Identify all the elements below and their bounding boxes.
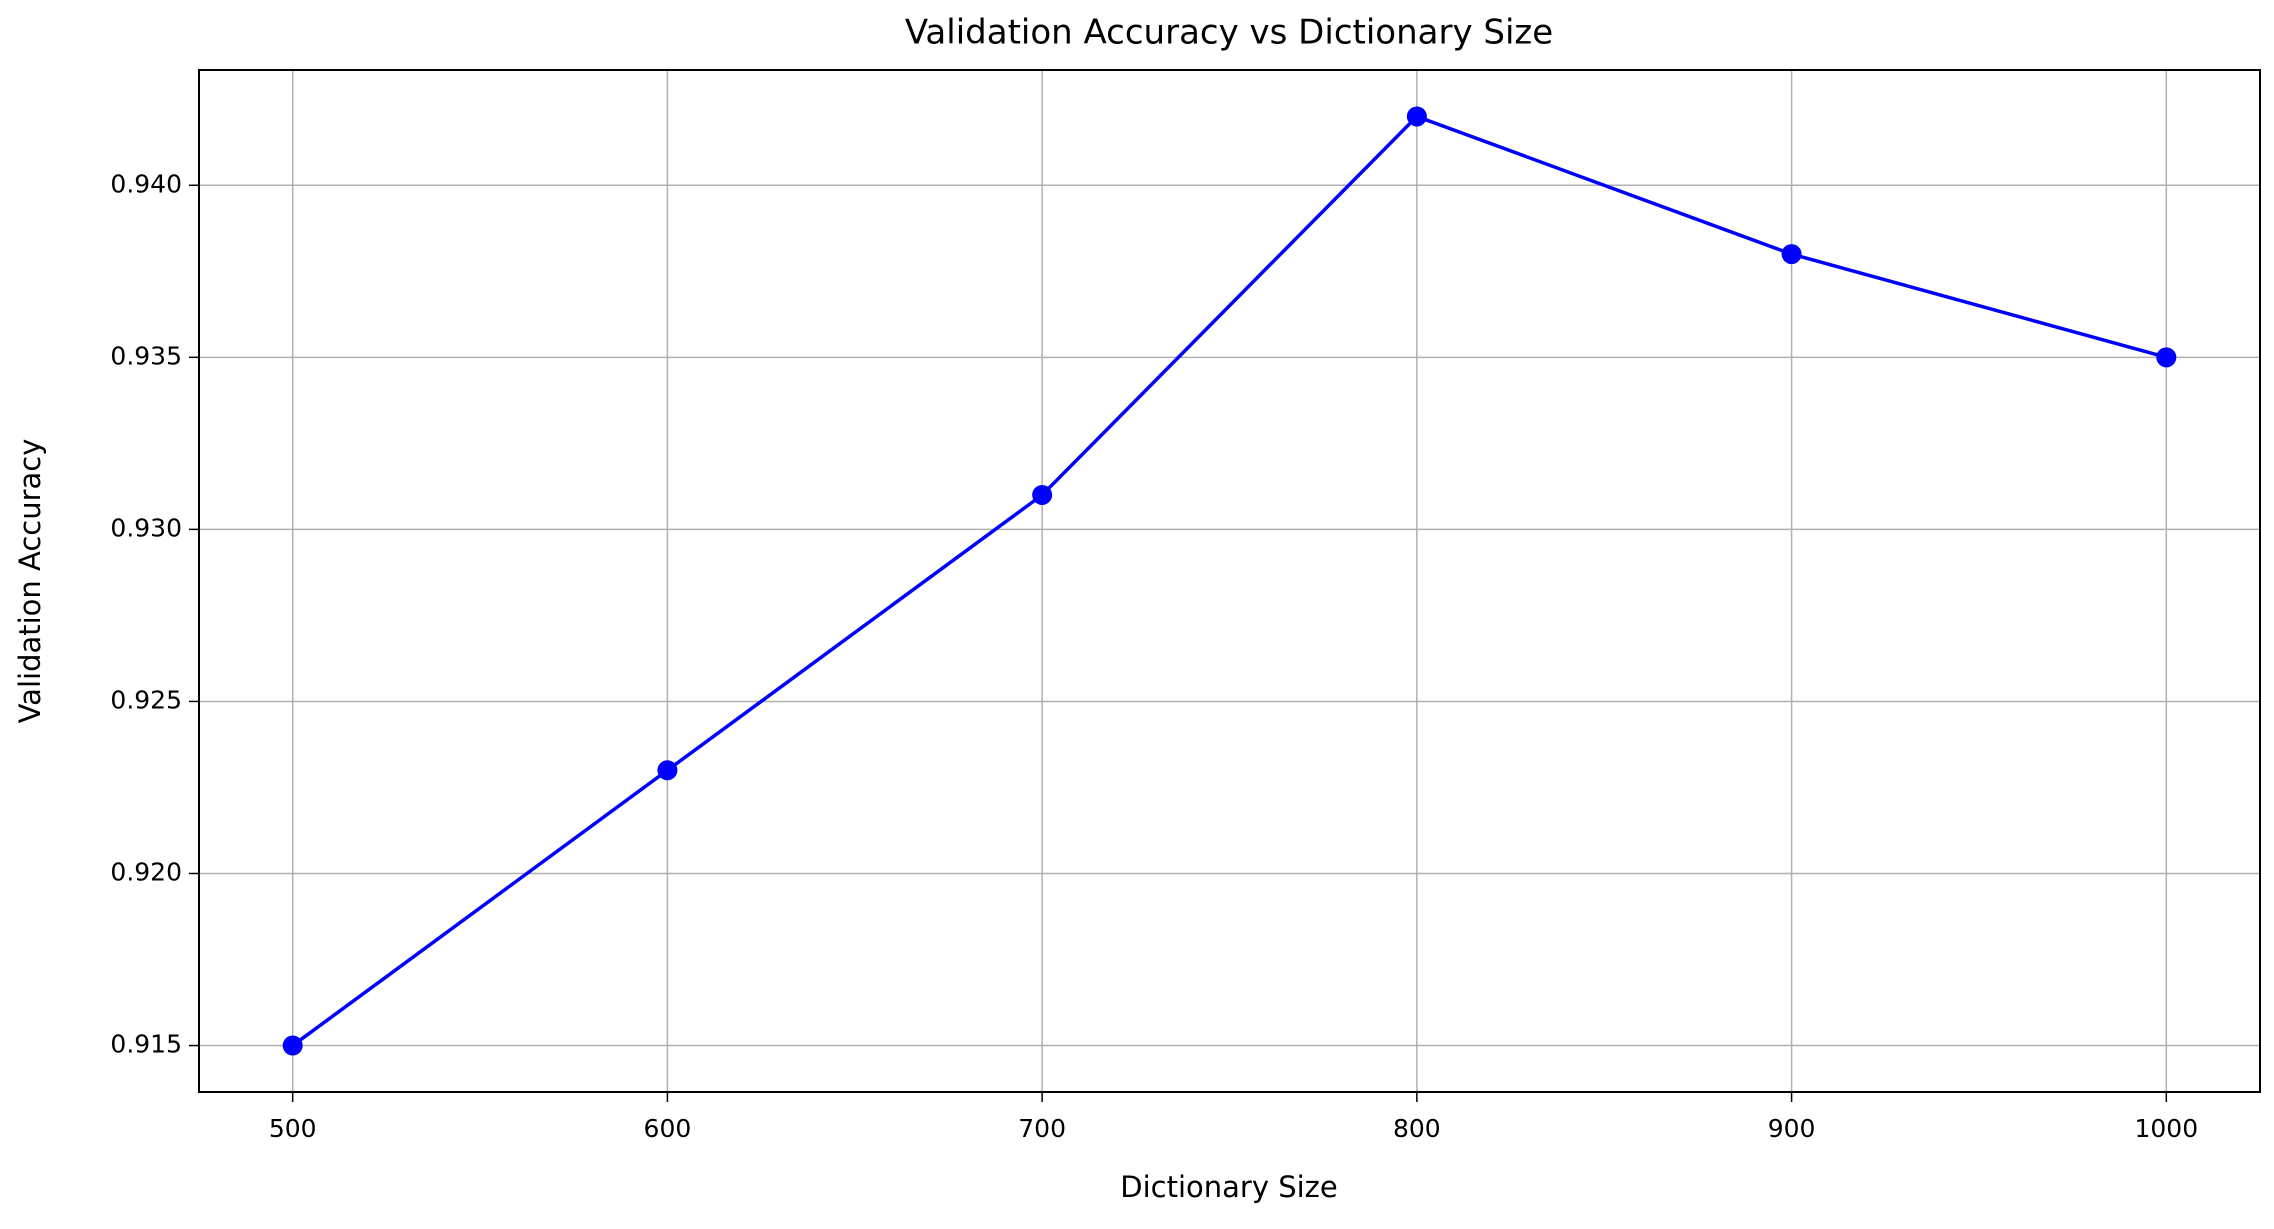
y-tick-label: 0.915 [110, 1030, 182, 1059]
data-point [657, 760, 678, 781]
data-line [291, 114, 2167, 1047]
y-tick-label: 0.925 [110, 685, 182, 714]
data-point [1406, 106, 1427, 127]
x-tick-label: 800 [1393, 1114, 1441, 1143]
x-tick-label: 600 [644, 1114, 692, 1143]
y-tick-label: 0.940 [110, 169, 182, 198]
data-point [2156, 347, 2177, 368]
y-tick-label: 0.935 [110, 341, 182, 370]
x-tick-label: 500 [269, 1114, 317, 1143]
x-tick-label: 900 [1768, 1114, 1816, 1143]
x-tick-label: 700 [1018, 1114, 1066, 1143]
data-point [1781, 244, 1802, 265]
y-tick-label: 0.920 [110, 857, 182, 886]
x-tick-label: 1000 [2135, 1114, 2199, 1143]
data-point [282, 1035, 303, 1056]
y-axis-label: Validation Accuracy [13, 439, 47, 724]
plot-frame [198, 69, 2261, 1093]
x-axis-label: Dictionary Size [1120, 1170, 1338, 1204]
data-point [1032, 484, 1053, 505]
y-tick-label: 0.930 [110, 513, 182, 542]
chart-title: Validation Accuracy vs Dictionary Size [905, 13, 1553, 53]
